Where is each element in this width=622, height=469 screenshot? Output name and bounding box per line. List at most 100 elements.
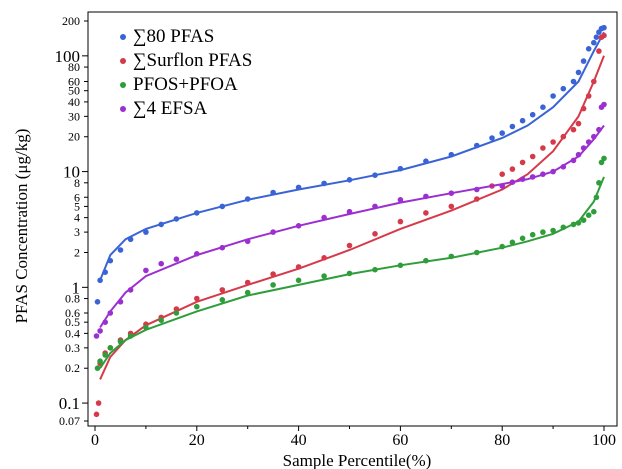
data-point bbox=[107, 345, 114, 351]
data-point bbox=[397, 165, 404, 172]
data-point bbox=[321, 214, 327, 221]
data-point bbox=[158, 260, 164, 267]
y-tick-label: 100 bbox=[55, 47, 81, 66]
data-point bbox=[519, 176, 526, 182]
data-point bbox=[372, 203, 378, 210]
data-point bbox=[601, 32, 607, 39]
data-point bbox=[448, 151, 455, 158]
data-point bbox=[102, 319, 108, 326]
data-point bbox=[519, 235, 526, 242]
x-axis: 0 20 40 60 80 100 bbox=[91, 426, 616, 449]
data-point bbox=[127, 287, 134, 293]
data-point bbox=[601, 24, 607, 31]
data-point bbox=[580, 105, 587, 112]
data-point bbox=[519, 117, 526, 124]
data-point bbox=[372, 172, 378, 178]
data-point bbox=[97, 328, 103, 334]
data-point bbox=[575, 69, 582, 76]
legend-marker bbox=[120, 34, 126, 40]
legend: ∑80 PFAS ∑Surflon PFAS PFOS+PFOA ∑4 EFSA bbox=[120, 26, 252, 119]
data-point bbox=[499, 171, 506, 177]
data-point bbox=[540, 104, 546, 110]
data-point bbox=[173, 310, 180, 316]
data-point bbox=[585, 139, 592, 145]
series-1 bbox=[94, 24, 607, 305]
data-point bbox=[321, 254, 327, 261]
data-point bbox=[596, 126, 602, 133]
data-point bbox=[95, 400, 102, 406]
data-point bbox=[219, 244, 226, 251]
data-point bbox=[570, 157, 577, 164]
data-point bbox=[127, 236, 134, 243]
data-point bbox=[550, 139, 556, 145]
data-point bbox=[550, 227, 556, 234]
legend-marker bbox=[120, 82, 126, 88]
legend-marker bbox=[120, 58, 126, 64]
data-point bbox=[107, 257, 114, 264]
data-point bbox=[270, 229, 276, 235]
data-point bbox=[550, 93, 556, 99]
data-point bbox=[94, 365, 101, 372]
data-point bbox=[97, 277, 103, 284]
data-point bbox=[117, 247, 124, 253]
data-point bbox=[585, 212, 592, 218]
x-tick-label: 40 bbox=[291, 432, 307, 449]
y-tick-label: 10 bbox=[63, 163, 80, 182]
y-tick-label: 3 bbox=[74, 225, 80, 239]
data-point bbox=[107, 310, 114, 316]
data-point bbox=[499, 183, 506, 189]
y-tick-label: 200 bbox=[62, 14, 80, 28]
data-point bbox=[397, 218, 404, 225]
data-point bbox=[102, 269, 108, 276]
data-point bbox=[219, 297, 226, 303]
data-point bbox=[591, 39, 597, 46]
data-point bbox=[94, 299, 101, 305]
y-tick-label: 0.1 bbox=[59, 394, 80, 413]
data-point bbox=[102, 352, 108, 358]
data-point bbox=[244, 279, 251, 286]
y-tick-label: 40 bbox=[68, 95, 80, 109]
data-point bbox=[448, 190, 455, 196]
data-point bbox=[270, 189, 276, 196]
x-tick-label: 0 bbox=[91, 432, 99, 449]
plot-area bbox=[87, 11, 618, 427]
data-point bbox=[219, 287, 226, 293]
data-point bbox=[244, 196, 251, 202]
data-point bbox=[93, 333, 100, 339]
y-tick-label: 0.4 bbox=[65, 326, 80, 340]
data-point bbox=[93, 411, 100, 418]
y-tick-label: 0.07 bbox=[59, 414, 80, 428]
data-point bbox=[575, 151, 582, 158]
data-point bbox=[601, 101, 607, 108]
data-point bbox=[596, 180, 602, 186]
legend-entry-label: PFOS+PFOA bbox=[133, 74, 238, 95]
data-point bbox=[509, 239, 516, 246]
data-point bbox=[519, 159, 526, 166]
data-point bbox=[423, 193, 429, 200]
data-point bbox=[173, 256, 180, 263]
data-point bbox=[560, 224, 567, 231]
data-point bbox=[529, 153, 536, 160]
data-point bbox=[423, 158, 429, 164]
data-point bbox=[560, 85, 567, 92]
y-tick-label: 20 bbox=[68, 130, 80, 144]
data-point bbox=[346, 242, 353, 249]
data-point bbox=[127, 333, 134, 339]
data-point bbox=[448, 203, 455, 210]
data-point bbox=[173, 216, 180, 222]
y-tick-label: 8 bbox=[74, 176, 80, 190]
data-point bbox=[117, 338, 124, 345]
data-point bbox=[509, 123, 516, 130]
series-layer bbox=[93, 24, 607, 418]
data-point bbox=[596, 48, 602, 54]
legend-entry-label: ∑Surflon PFAS bbox=[133, 50, 252, 71]
data-point bbox=[194, 251, 200, 257]
data-point bbox=[397, 262, 404, 269]
data-point bbox=[540, 145, 546, 151]
data-point bbox=[591, 78, 597, 85]
data-point bbox=[601, 155, 607, 162]
data-point bbox=[423, 257, 429, 264]
fit-line bbox=[99, 55, 605, 380]
legend-entry-label: ∑80 PFAS bbox=[133, 26, 214, 47]
